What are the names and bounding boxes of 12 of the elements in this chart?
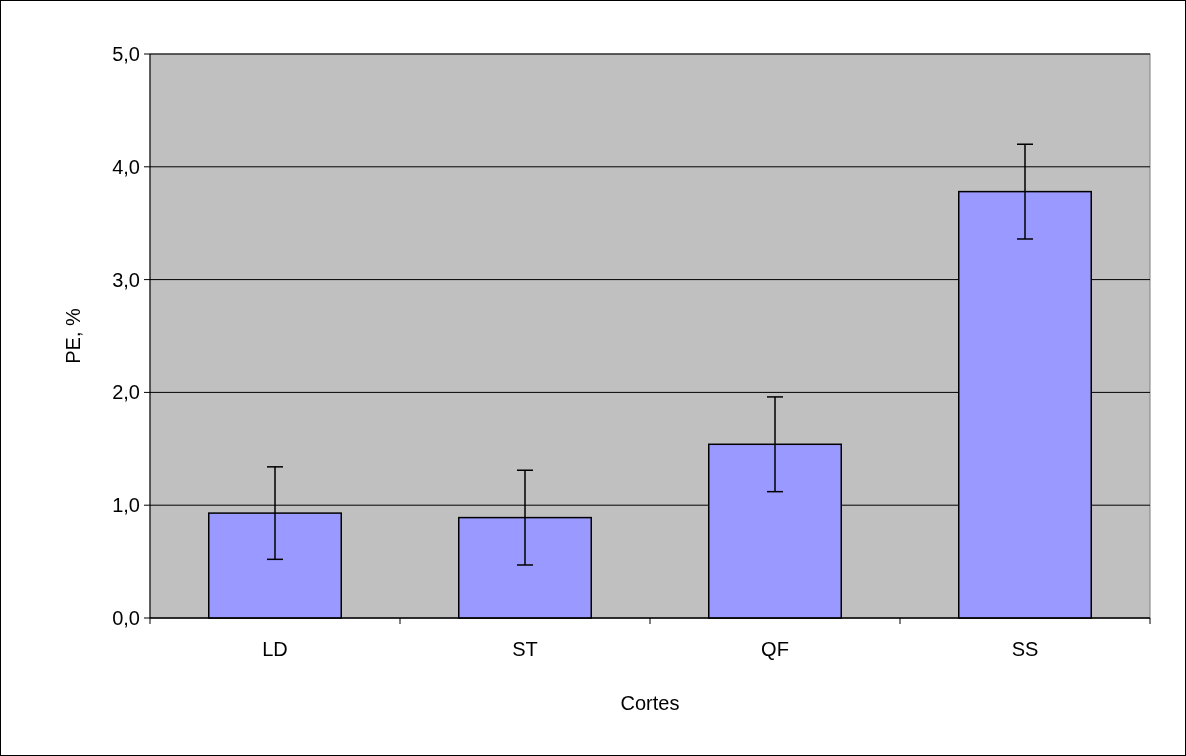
x-tick-label: SS [1011, 638, 1039, 660]
y-axis-title: PE, % [62, 308, 84, 364]
x-tick-label: QF [761, 638, 789, 660]
y-tick-label: 3,0 [112, 268, 140, 291]
x-tick-label: LD [262, 638, 288, 660]
y-tick-label: 5,0 [112, 43, 140, 65]
y-tick-label: 2,0 [112, 381, 140, 404]
x-axis-title: Cortes [620, 692, 680, 714]
x-tick-label: ST [512, 638, 538, 660]
y-tick-label: 4,0 [112, 155, 140, 178]
y-tick-label: 0,0 [112, 607, 140, 629]
y-tick-label: 1,0 [112, 494, 140, 517]
